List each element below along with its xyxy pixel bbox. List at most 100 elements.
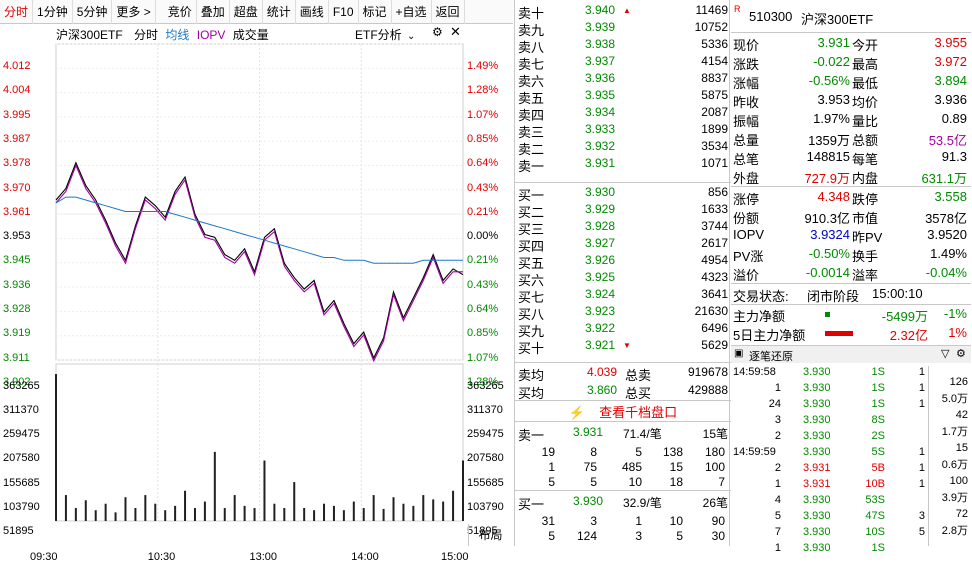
bid-row[interactable]: 买六 3.925 4323 [515,269,731,288]
volume-bar [203,501,206,521]
collapse-icon[interactable]: ▣ [734,348,744,359]
price-tick-label: 3.987 [3,132,31,145]
tick-count: 2 [774,430,781,442]
level-price: 3.922 [585,321,616,335]
toolbar-item-11[interactable]: +自选 [392,0,432,24]
thousand-level-button[interactable]: ⚡ 查看千档盘口 [515,402,731,420]
toolbar-item-3[interactable]: 更多 > [112,0,156,24]
level-price: 3.925 [585,270,616,284]
bid-row[interactable]: 买三 3.928 3744 [515,218,731,237]
toolbar-item-5[interactable]: 叠加 [197,0,230,24]
toolbar-item-10[interactable]: 标记 [359,0,392,24]
tick-time: 14:59:58 [733,366,776,378]
level-volume: 5629 [701,338,728,352]
intraday-chart[interactable]: 沪深300ETF 分时 均线 IOPV 成交量 ETF分析 ⌄ ⚙ ✕ 4.01… [0,24,513,563]
ask-row[interactable]: 卖九 3.939 10752 [515,19,731,38]
etf-analysis-button[interactable]: ETF分析 ⌄ [355,26,415,43]
stat-label: 振幅 [733,114,760,129]
layout-button[interactable]: 布局 [468,524,512,546]
bid-row[interactable]: 买八 3.923 21630 [515,303,731,322]
tick-volume: 1S [871,398,885,410]
net-label: 主力净额 [733,309,786,324]
ask-row[interactable]: 卖三 3.933 1899 [515,121,731,140]
price-tick-label: 4.012 [3,60,31,72]
ask-row[interactable]: 卖六 3.936 8837 [515,70,731,89]
filter-icon[interactable]: ▽ [941,348,950,360]
queue-header: 卖一 3.931 71.4/笔 15笔 [515,424,731,443]
bid-row[interactable]: 买四 3.927 2617 [515,235,731,254]
volume-bar [432,499,435,521]
net-bar [825,331,853,336]
queue-cell: 18 [669,475,683,489]
toolbar-item-12[interactable]: 返回 [432,0,465,24]
close-icon[interactable]: ✕ [450,24,461,39]
quote-info-panel: R 510300 沪深300ETF 现价 3.931 今开 3.955 涨跌 -0.022… [731,0,972,554]
toolbar-item-7[interactable]: 统计 [263,0,296,24]
ask-row[interactable]: 卖二 3.932 3534 [515,138,731,157]
queue-cell: 5 [676,529,683,543]
settings-icon[interactable]: ⚙ [956,348,966,360]
toolbar-item-2[interactable]: 5分钟 [73,0,113,24]
tick-list-header[interactable]: ▣ 逐笔还原 ▽ ⚙ [731,346,971,363]
ask-row[interactable]: 卖十 3.940 ▲ 11469 [515,2,731,21]
ask-row[interactable]: 卖四 3.934 2087 [515,104,731,123]
volume-bar [452,490,455,521]
level-label: 卖三 [518,125,545,140]
bid-row[interactable]: 买九 3.922 6496 [515,320,731,339]
level-price: 3.937 [585,54,616,68]
stat-value: 3.972 [934,54,967,69]
queue-cell: 31 [541,514,555,528]
ask-row[interactable]: 卖八 3.938 5336 [515,36,731,55]
tick-side-orders: 126 [949,376,968,388]
stat-row: 溢价 -0.0014 溢率 -0.04% [731,264,970,283]
toolbar-item-4[interactable]: 竞价 [164,0,197,24]
volume-bar [372,495,375,521]
ask-row[interactable]: 卖七 3.937 4154 [515,53,731,72]
toolbar-item-6[interactable]: 超盘 [230,0,263,24]
toolbar-item-1[interactable]: 1分钟 [33,0,73,24]
toolbar-item-9[interactable]: F10 [329,0,359,24]
volume-bar [174,505,177,521]
stat-value: 0.89 [941,111,967,126]
ask-row[interactable]: 卖五 3.935 5875 [515,87,731,106]
bid-row[interactable]: 买十 3.921 ▼ 5629 [515,337,731,356]
pct-tick-label: 1.28% [467,84,499,97]
tick-count: 1 [774,542,781,554]
summary-label: 总买 [625,386,652,401]
ask-row[interactable]: 卖一 3.931 1071 [515,155,731,174]
stat-row: IOPV 3.9324 昨PV 3.9520 [731,226,970,245]
summary-label: 买均 [518,386,545,401]
security-code: 510300 [749,9,793,24]
level-volume: 856 [707,185,728,199]
queue-cell: 3 [590,514,597,528]
series-line-0 [55,161,464,360]
volume-bar [144,495,147,521]
volume-bar [84,500,87,521]
pct-tick-label: 0.64% [467,303,499,316]
level-price: 3.921 [585,338,616,352]
level-price: 3.931 [585,156,616,170]
settings-icon[interactable]: ⚙ [432,25,443,39]
volume-bar [253,508,256,521]
volume-tick-label: 363265 [467,380,504,392]
pct-tick-label: 1.49% [467,60,499,72]
bid-row[interactable]: 买二 3.929 1633 [515,201,731,220]
bid-row[interactable]: 买七 3.924 3641 [515,286,731,305]
time-tick-label: 10:30 [147,551,176,563]
time-tick-label: 13:00 [249,551,278,563]
stat-value: 148815 [806,149,850,164]
toolbar-item-8[interactable]: 画线 [296,0,329,24]
tick-list-title: 逐笔还原 [749,351,793,363]
bid-row[interactable]: 买五 3.926 4954 [515,252,731,271]
series-line-2 [55,196,463,264]
volume-bar [392,497,395,521]
volume-bar [352,501,355,521]
pct-tick-label: 0.64% [467,157,499,170]
toolbar-item-0[interactable]: 分时 [0,0,34,24]
pct-tick-label: 1.07% [467,108,499,121]
bid-row[interactable]: 买一 3.930 856 [515,184,731,203]
volume-tick-label: 51895 [3,524,34,537]
volume-bar [64,495,67,521]
stat-label: 最高 [852,57,879,72]
main-net-row: 主力净额 -5499万 -1% [731,305,970,324]
